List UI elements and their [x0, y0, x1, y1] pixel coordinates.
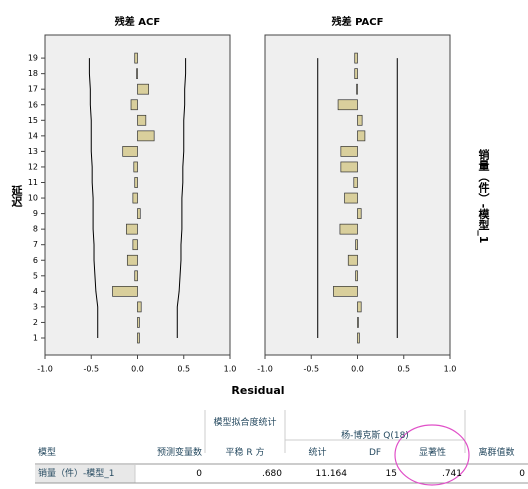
- bar: [126, 223, 138, 235]
- bar: [137, 83, 149, 95]
- bar: [357, 130, 366, 142]
- bar: [122, 146, 138, 157]
- x-tick-label: 0.0: [131, 365, 144, 374]
- y-tick-label: 8: [33, 225, 38, 234]
- y-tick-label: 7: [33, 240, 38, 249]
- bar: [132, 192, 138, 204]
- y-tick-label: 16: [28, 100, 38, 109]
- y-tick-label: 18: [28, 69, 38, 78]
- confidence-limit: [88, 58, 99, 338]
- confidence-limit: [176, 58, 187, 338]
- row-header: 销量（件）-模型_1: [38, 469, 115, 479]
- bar: [134, 177, 138, 188]
- column-header: 预测变量数: [156, 448, 202, 458]
- column-header: 模型: [38, 448, 57, 458]
- column-header: 离群值数: [478, 448, 515, 458]
- bar: [354, 68, 358, 80]
- bar: [333, 286, 358, 297]
- group-header: 杨-博克斯 Q(18): [341, 431, 409, 441]
- bar: [137, 114, 147, 126]
- table-cell: 15: [385, 469, 397, 479]
- bar: [133, 161, 138, 173]
- chart-title: 残差 ACF: [115, 15, 160, 28]
- table: 模型拟合度统计杨-博克斯 Q(18) 模型 预测变量数 平稳 R 方 统计 DF 显著性 离群…: [0, 410, 528, 489]
- x-tick-label: 1.0: [444, 365, 457, 374]
- y-tick-label: 11: [28, 178, 38, 187]
- bar: [357, 114, 363, 126]
- bar: [136, 68, 138, 80]
- x-axis-label: Residual: [231, 384, 284, 397]
- column-header: 统计: [308, 448, 327, 458]
- bar: [137, 208, 141, 219]
- bar: [340, 161, 358, 173]
- table-cell: 0: [519, 469, 525, 479]
- chart-title: 残差 PACF: [332, 15, 384, 28]
- column-header: DF: [368, 448, 382, 458]
- y-tick-label: 13: [28, 147, 38, 156]
- y-tick-label: 4: [33, 287, 38, 296]
- bar: [339, 223, 358, 235]
- bar: [340, 146, 358, 157]
- bar: [354, 52, 358, 64]
- bar: [357, 301, 362, 313]
- x-tick-label: 0.5: [397, 365, 410, 374]
- x-tick-label: 0.5: [177, 365, 190, 374]
- table-lines: [35, 410, 528, 486]
- group-header: 模型拟合度统计: [213, 418, 277, 428]
- bar: [134, 52, 138, 64]
- bar: [132, 239, 138, 251]
- bar: [353, 177, 358, 188]
- bar: [355, 239, 358, 251]
- bar: [137, 332, 140, 344]
- y-tick-label: 12: [28, 162, 38, 171]
- bar: [137, 317, 140, 328]
- bar: [134, 270, 138, 282]
- y-tick-label: 6: [33, 256, 38, 265]
- model-label: 销量（件）-模型_1: [477, 147, 491, 243]
- x-tick-label: -0.5: [83, 365, 99, 374]
- table-cell: .741: [441, 469, 462, 479]
- bar: [337, 99, 358, 111]
- column-header: 平稳 R 方: [225, 448, 265, 458]
- bar: [357, 332, 360, 344]
- table-cell: 11.164: [315, 469, 348, 479]
- column-header: 显著性: [418, 448, 446, 458]
- y-tick-label: 10: [28, 194, 38, 203]
- chart: Residual 延迟 销量（件）-模型_1 残差 ACF -1.0 -0.5 0.0…: [10, 15, 491, 397]
- bar: [357, 208, 362, 219]
- y-tick-label: 14: [28, 131, 38, 140]
- bar: [130, 99, 138, 111]
- y-axis-label: 延迟: [10, 184, 24, 208]
- y-tick-label: 1: [33, 334, 38, 343]
- x-tick-label: -1.0: [257, 365, 273, 374]
- x-tick-label: 0.0: [351, 365, 364, 374]
- y-tick-label: 17: [28, 85, 38, 94]
- bar: [356, 83, 358, 95]
- bar: [137, 130, 155, 142]
- y-tick-label: 19: [28, 54, 38, 63]
- bar: [357, 317, 359, 328]
- table-cell: .680: [261, 469, 282, 479]
- y-tick-label: 9: [33, 209, 38, 218]
- y-tick-label: 15: [28, 116, 38, 125]
- bar: [344, 192, 358, 204]
- x-tick-label: -0.5: [303, 365, 319, 374]
- bar: [137, 301, 142, 313]
- bar: [126, 254, 138, 266]
- bar: [347, 254, 358, 266]
- table-cell: 0: [196, 469, 202, 479]
- bar: [355, 270, 358, 282]
- x-tick-label: -1.0: [37, 365, 53, 374]
- y-tick-label: 3: [33, 302, 38, 311]
- y-tick-label: 2: [33, 318, 38, 327]
- x-tick-label: 1.0: [224, 365, 237, 374]
- bar: [112, 286, 138, 297]
- y-tick-label: 5: [33, 271, 38, 280]
